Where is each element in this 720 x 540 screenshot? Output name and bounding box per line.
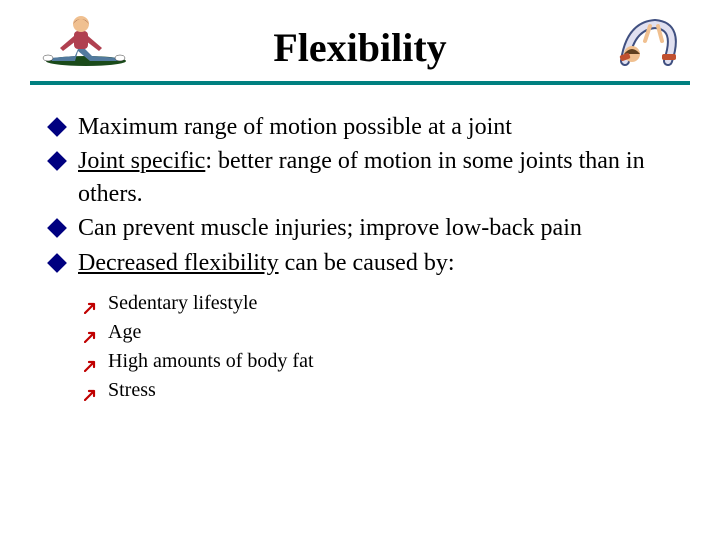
arrow-bullet-icon	[84, 352, 98, 366]
clipart-left-stretching-person	[30, 6, 130, 66]
clipart-right-bending-person	[610, 6, 690, 66]
diamond-bullet-icon	[47, 151, 67, 171]
arrow-bullet-icon	[84, 381, 98, 395]
sub-bullet-item: High amounts of body fat	[84, 347, 670, 376]
sub-bullet-text: Stress	[108, 379, 156, 401]
bullet-prefix: Maximum	[78, 114, 178, 140]
content-area: Maximum range of motion possible at a jo…	[0, 85, 720, 405]
bullet-prefix: Can	[78, 215, 117, 241]
bullet-item: Can prevent muscle injuries; improve low…	[50, 212, 670, 244]
sub-bullet-text: Sedentary lifestyle	[108, 292, 257, 314]
bullet-rest: can be caused by:	[279, 250, 455, 276]
bullet-item: Joint specific: better range of motion i…	[50, 145, 670, 210]
bullet-item: Maximum range of motion possible at a jo…	[50, 111, 670, 143]
title-rule	[30, 81, 690, 85]
sub-bullet-text: Age	[108, 321, 141, 343]
sub-bullet-item: Sedentary lifestyle	[84, 289, 670, 318]
sub-bullet-text: High amounts of body fat	[108, 350, 314, 372]
diamond-bullet-icon	[47, 253, 67, 273]
header: Flexibility	[0, 0, 720, 85]
sub-bullet-item: Stress	[84, 376, 670, 405]
main-bullet-list: Maximum range of motion possible at a jo…	[50, 111, 670, 279]
sub-bullet-list: Sedentary lifestyle Age High amounts of …	[84, 289, 670, 405]
arrow-bullet-icon	[84, 294, 98, 308]
bullet-prefix: Joint specific	[78, 148, 205, 174]
bullet-prefix: Decreased flexibility	[78, 250, 279, 276]
diamond-bullet-icon	[47, 218, 67, 238]
bullet-rest: prevent muscle injuries; improve low-bac…	[117, 215, 582, 241]
bullet-rest: range of motion possible at a joint	[178, 114, 512, 140]
sub-bullet-item: Age	[84, 318, 670, 347]
arrow-bullet-icon	[84, 323, 98, 337]
bullet-item: Decreased flexibility can be caused by:	[50, 247, 670, 279]
diamond-bullet-icon	[47, 117, 67, 137]
